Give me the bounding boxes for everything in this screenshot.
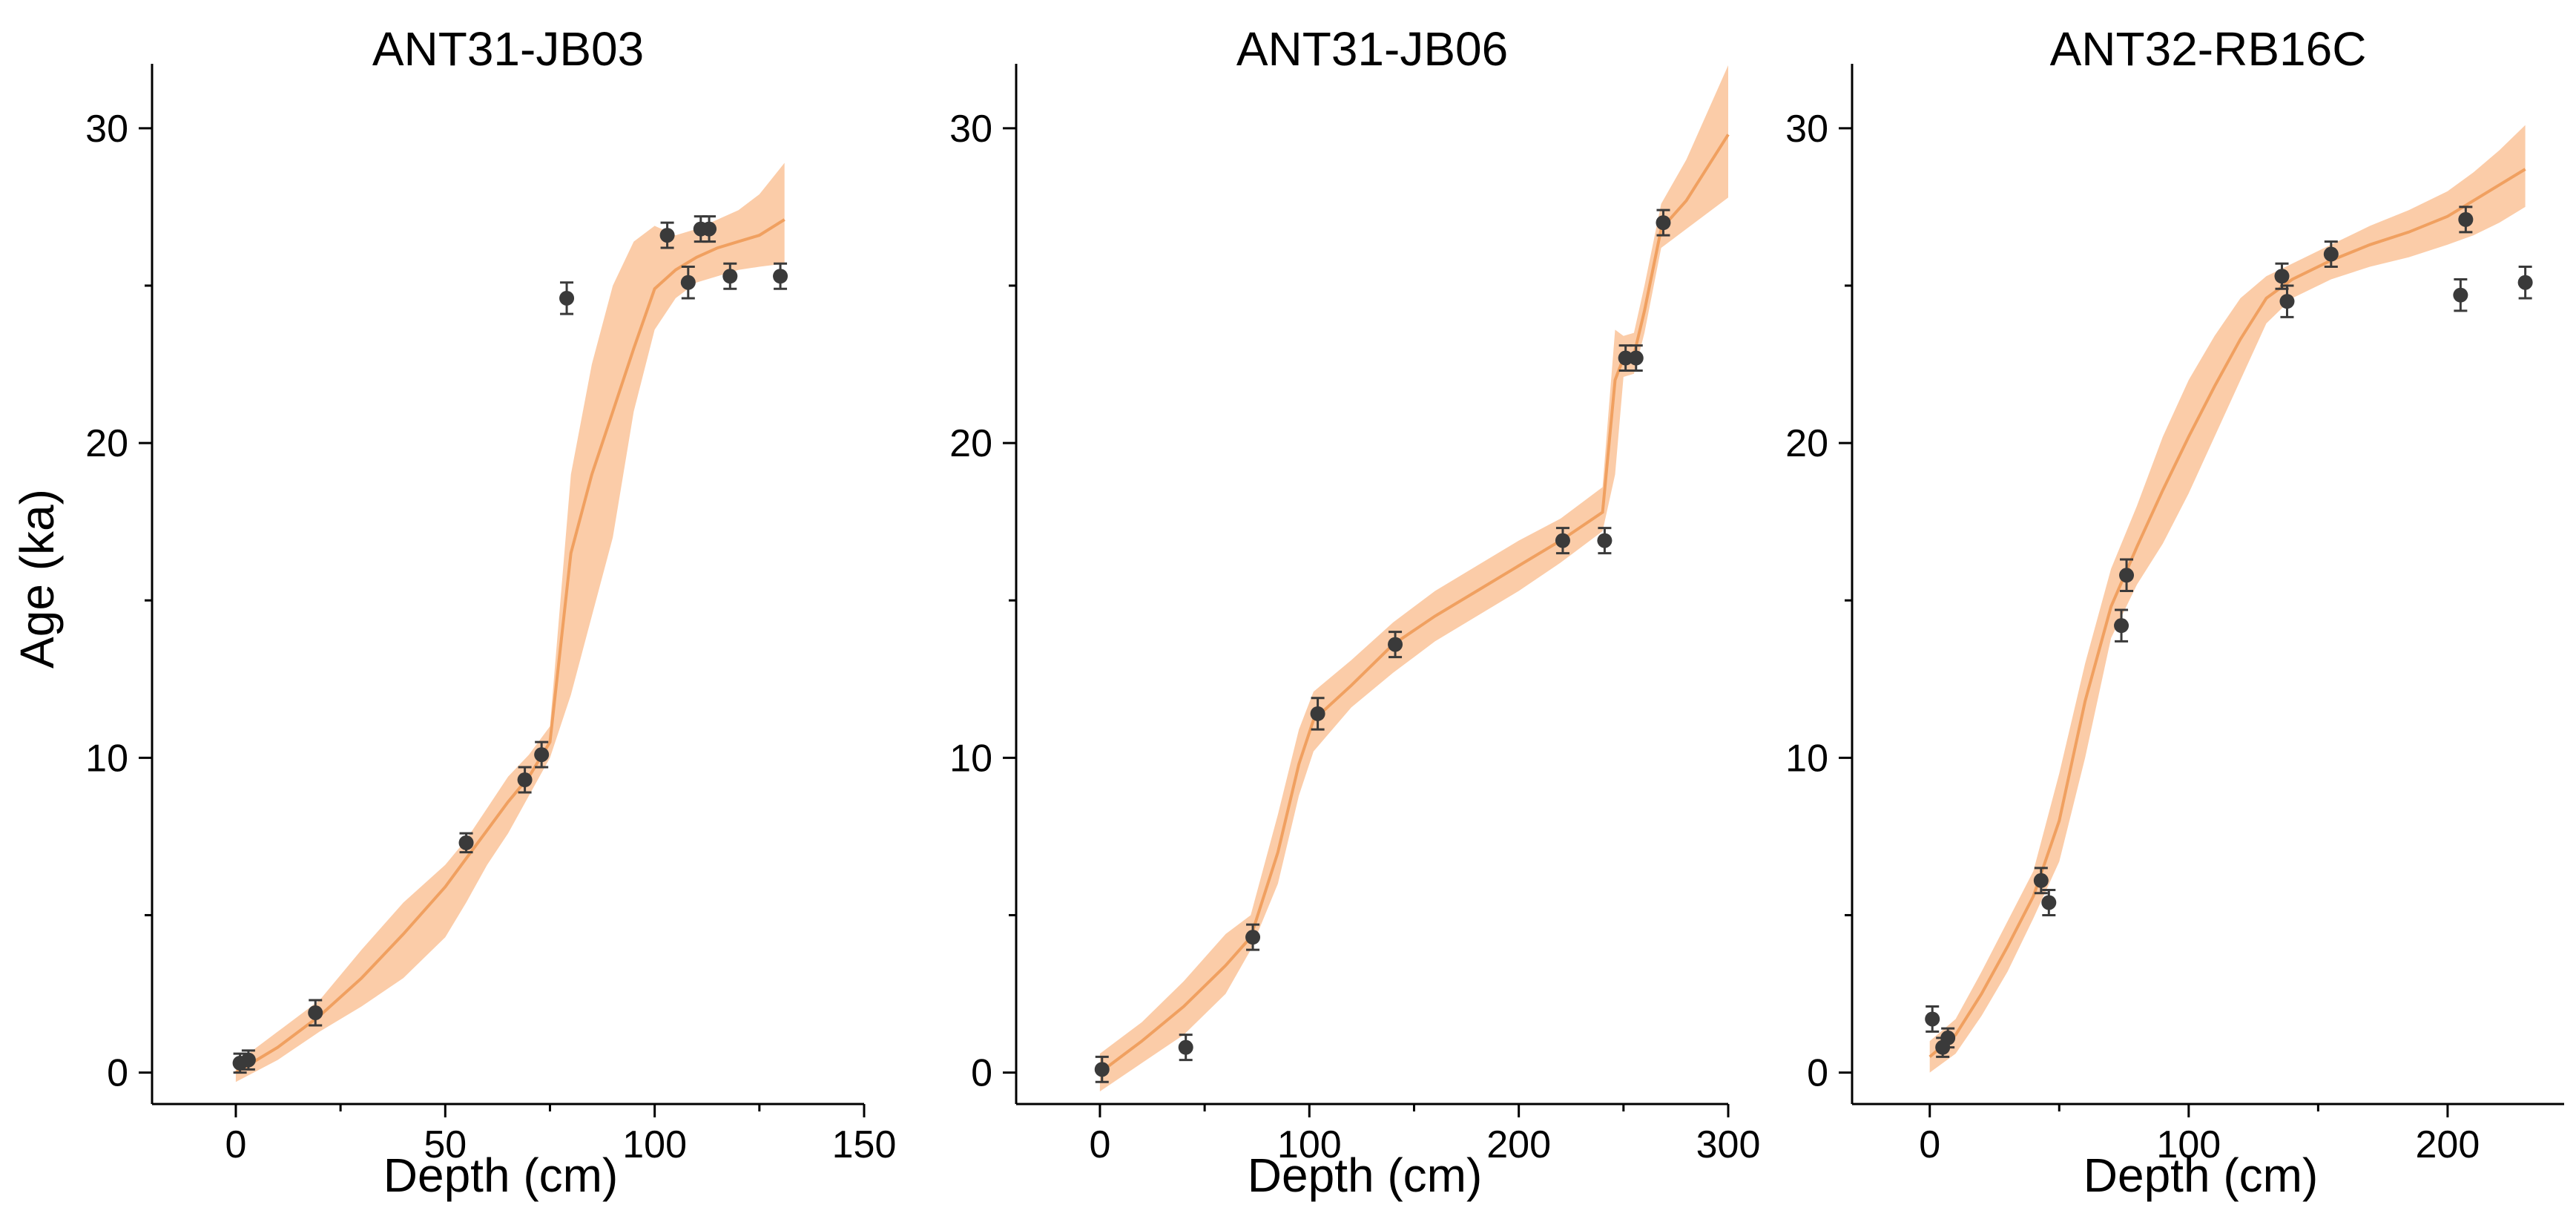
panel-title: ANT32-RB16C <box>2050 22 2367 76</box>
x-tick-label: 0 <box>1089 1123 1110 1166</box>
x-tick-label: 100 <box>1277 1123 1342 1166</box>
x-tick-label: 200 <box>2416 1123 2480 1166</box>
data-point <box>2114 618 2129 634</box>
y-tick-label: 20 <box>1785 422 1828 465</box>
x-tick-label: 0 <box>225 1123 246 1166</box>
uncertainty-band <box>1929 125 2526 1073</box>
data-point <box>1310 706 1325 721</box>
data-point <box>722 269 738 284</box>
uncertainty-band <box>235 162 785 1083</box>
x-axis-title: Depth (cm) <box>2083 1149 2319 1202</box>
data-point <box>1940 1030 1956 1045</box>
data-point <box>1628 350 1644 366</box>
data-point <box>1388 637 1403 652</box>
data-point <box>1094 1062 1110 1077</box>
data-point <box>308 1005 323 1020</box>
y-tick-label: 20 <box>949 422 992 465</box>
data-point <box>1656 215 1671 231</box>
y-tick-label: 20 <box>85 422 128 465</box>
y-tick-label: 10 <box>1785 737 1828 780</box>
data-point <box>2453 287 2468 303</box>
data-point <box>2517 275 2533 290</box>
y-tick-label: 30 <box>949 108 992 151</box>
data-point <box>2041 895 2057 910</box>
median-line <box>1098 134 1730 1074</box>
data-point <box>2458 211 2474 227</box>
data-point <box>1555 533 1570 548</box>
data-point <box>240 1052 256 1068</box>
data-point <box>458 835 474 850</box>
y-tick-label: 10 <box>85 737 128 780</box>
y-tick-label: 0 <box>1807 1052 1828 1095</box>
x-tick-label: 150 <box>832 1123 897 1166</box>
data-point <box>1178 1039 1193 1055</box>
x-tick-label: 0 <box>1919 1123 1940 1166</box>
x-tick-label: 100 <box>622 1123 687 1166</box>
uncertainty-band <box>1099 65 1728 1091</box>
data-point <box>2033 873 2049 888</box>
x-tick-label: 100 <box>2156 1123 2221 1166</box>
data-point <box>1925 1011 1940 1027</box>
y-tick-label: 10 <box>949 737 992 780</box>
x-axis-title: Depth (cm) <box>383 1149 619 1202</box>
x-axis-title: Depth (cm) <box>1248 1149 1483 1202</box>
y-tick-label: 0 <box>107 1052 128 1095</box>
y-tick-label: 0 <box>971 1052 992 1095</box>
y-tick-label: 30 <box>85 108 128 151</box>
panel-ant31-jb03: ANT31-JB03 0 10 20 30 0 50 100 150 Depth (cm) <box>85 22 896 1202</box>
data-point <box>659 228 675 243</box>
data-point <box>680 275 696 290</box>
x-tick-label: 300 <box>1696 1123 1761 1166</box>
data-point <box>559 290 575 306</box>
data-point <box>1618 350 1633 366</box>
data-point <box>2323 246 2339 262</box>
data-point <box>702 221 717 237</box>
median-line <box>234 218 785 1074</box>
data-point <box>517 772 533 788</box>
x-tick-label: 200 <box>1486 1123 1551 1166</box>
data-point <box>773 269 788 284</box>
data-point <box>1245 930 1261 945</box>
x-tick-label: 50 <box>424 1123 467 1166</box>
data-point <box>2119 568 2135 583</box>
panel-title: ANT31-JB06 <box>1236 22 1508 76</box>
y-axis-title: Age (ka) <box>10 489 64 669</box>
y-tick-label: 30 <box>1785 108 1828 151</box>
panel-ant32-rb16c: ANT32-RB16C 0 10 20 30 0 100 200 Depth (cm) <box>1785 22 2564 1202</box>
data-point <box>2279 294 2295 309</box>
data-point <box>534 747 550 763</box>
median-line <box>1928 168 2526 1058</box>
panel-title: ANT31-JB03 <box>372 22 644 76</box>
data-point <box>1597 533 1613 548</box>
data-point <box>2274 269 2290 284</box>
